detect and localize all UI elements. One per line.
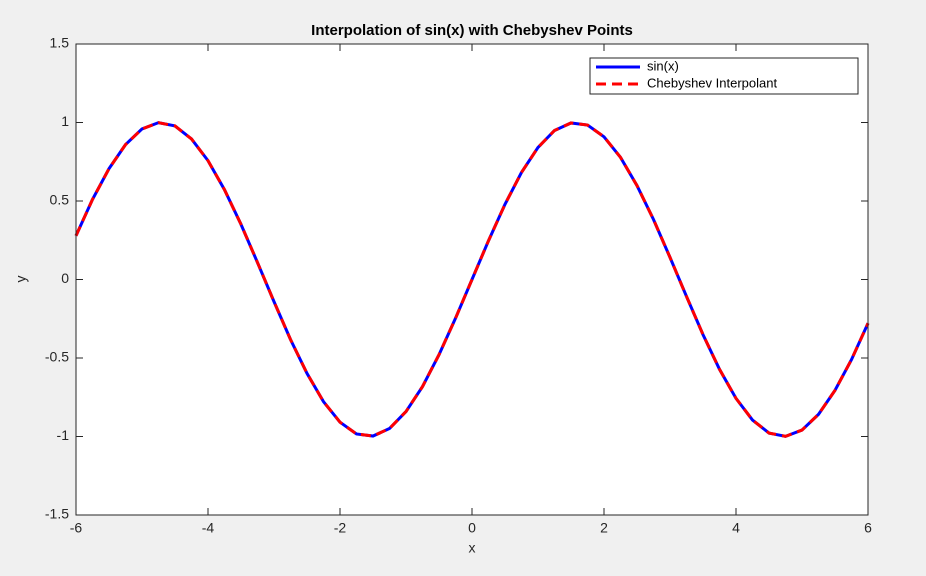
y-tick-label: 0.5: [50, 192, 70, 208]
x-tick-label: 4: [732, 520, 740, 536]
y-tick-label: -0.5: [45, 349, 69, 365]
x-tick-label: 2: [600, 520, 608, 536]
x-axis-label: x: [469, 540, 476, 556]
legend-label: Chebyshev Interpolant: [647, 75, 777, 90]
y-tick-label: 1.5: [50, 35, 70, 51]
y-tick-label: -1: [57, 427, 70, 443]
y-tick-label: 0: [61, 270, 69, 286]
x-tick-label: 6: [864, 520, 872, 536]
x-tick-label: -2: [334, 520, 347, 536]
chart-title: Interpolation of sin(x) with Chebyshev P…: [311, 22, 633, 39]
x-tick-label: -6: [70, 520, 83, 536]
x-tick-label: 0: [468, 520, 476, 536]
y-tick-label: 1: [61, 113, 69, 129]
legend-label: sin(x): [647, 58, 679, 73]
axes-box: [75, 43, 869, 516]
legend: sin(x) Chebyshev Interpolant: [589, 57, 859, 95]
y-axis-label: y: [13, 276, 29, 283]
legend-box: [589, 57, 859, 95]
x-tick-label: -4: [202, 520, 215, 536]
series-line: [74, 121, 870, 438]
y-tick-label: -1.5: [45, 506, 69, 522]
